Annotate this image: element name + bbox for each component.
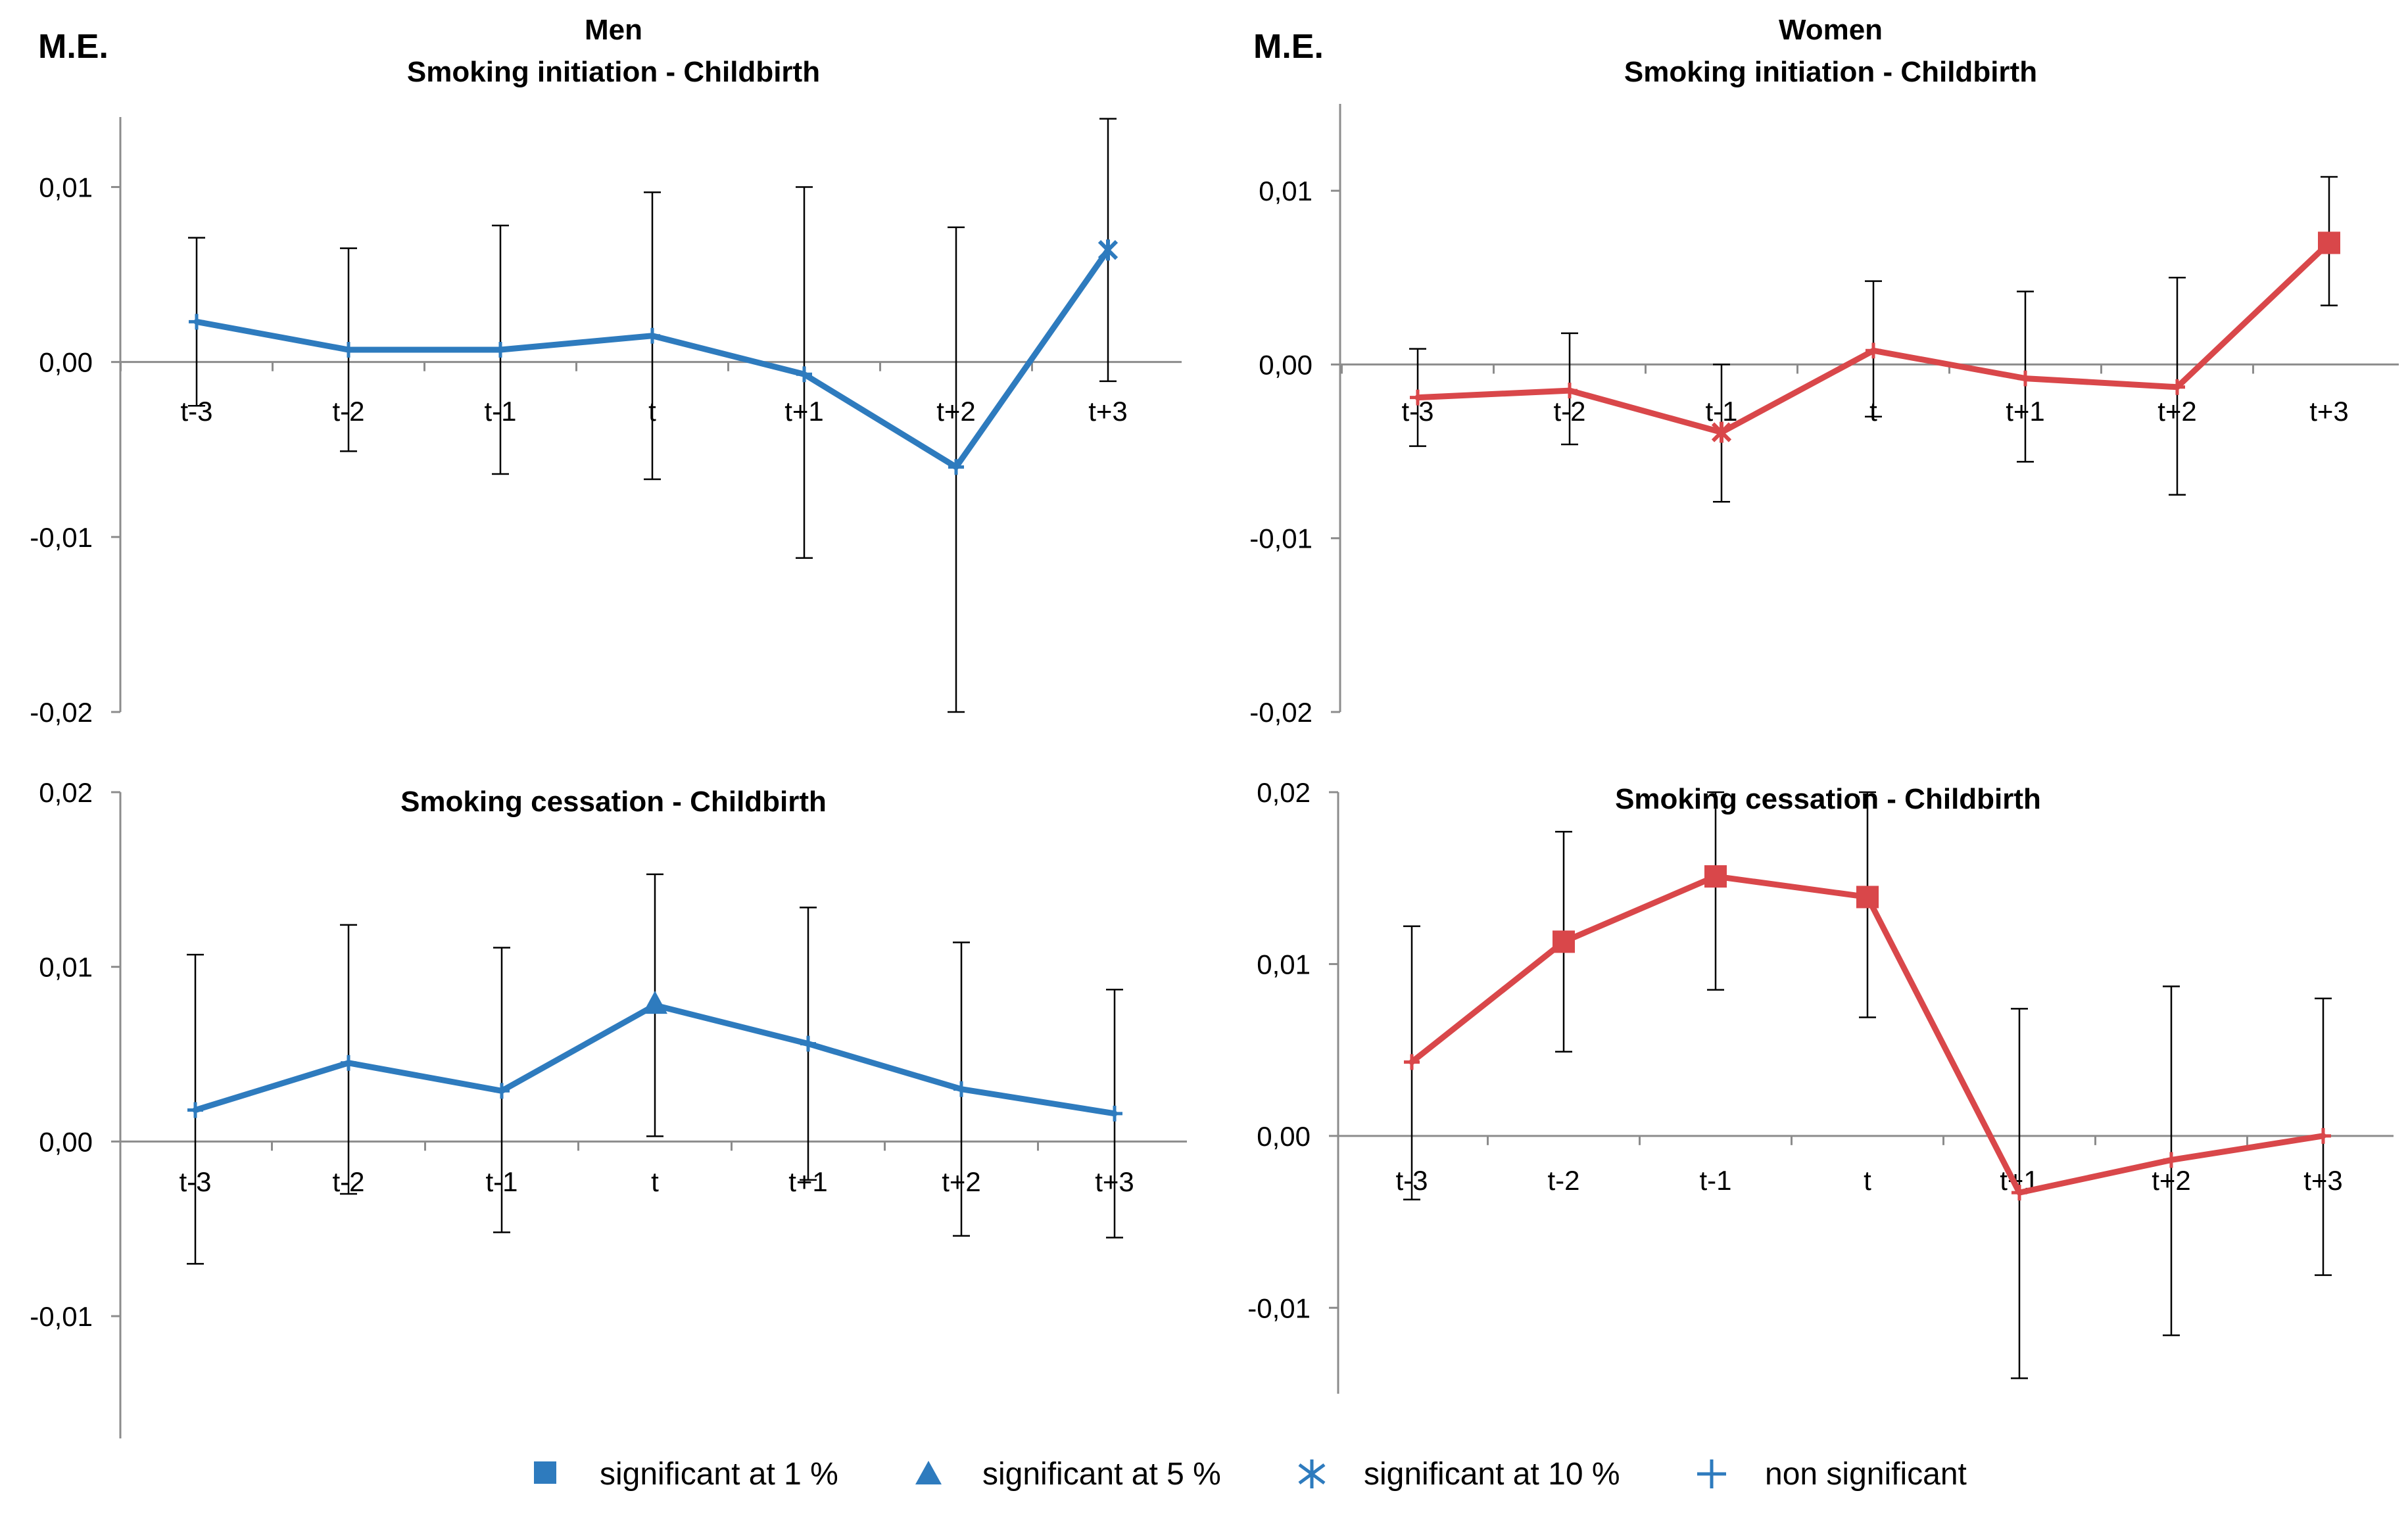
- data-point: [1107, 1105, 1122, 1122]
- chart-title-men-initiation: Smoking initiation - Childbirth: [407, 56, 820, 88]
- data-point: [642, 991, 667, 1014]
- data-point: [341, 342, 356, 358]
- y-tick-label: 0,02: [1257, 777, 1311, 808]
- y-tick-label: 0,00: [39, 347, 93, 378]
- data-point: [796, 366, 812, 383]
- x-tick-label: t+1: [2006, 396, 2045, 427]
- data-point: [1410, 389, 1426, 406]
- y-tick-label: -0,01: [30, 522, 93, 553]
- legend-asterisk-icon: [1298, 1459, 1326, 1488]
- panel-women-initiation: 0,010,00-0,01-0,02t-3 t-2 t-1 t t+1 t+2 t+3: [1249, 104, 2399, 728]
- data-point: [1553, 930, 1575, 953]
- data-point: [189, 314, 205, 330]
- data-point: [1704, 865, 1727, 888]
- legend-label-1pct: significant at 1 %: [600, 1457, 838, 1492]
- x-tick-label: t: [648, 396, 656, 427]
- x-tick-label: t: [1869, 396, 1877, 427]
- x-tick-label: t+3: [2309, 396, 2349, 427]
- x-tick-label: t-3: [1395, 1165, 1428, 1196]
- data-point: [1097, 239, 1119, 261]
- x-tick-label: t: [651, 1166, 659, 1197]
- y-tick-label: 0,01: [1259, 176, 1312, 206]
- x-tick-label: t+3: [1088, 396, 1128, 427]
- data-point: [2017, 370, 2033, 387]
- group-title-men: Men: [585, 14, 642, 46]
- x-tick-label: t+2: [936, 396, 976, 427]
- y-tick-label: 0,01: [39, 172, 93, 202]
- data-point: [2315, 1127, 2331, 1144]
- data-point: [2169, 379, 2185, 395]
- x-tick-label: t: [1864, 1165, 1871, 1196]
- x-tick-label: t-1: [1699, 1165, 1731, 1196]
- x-tick-label: t+2: [942, 1166, 981, 1197]
- panel-men-cessation: 0,02 0,01 0,00 -0,01 t-3 t-2 t-1 t t+1 t+2 t+3: [30, 777, 1187, 1438]
- y-tick-label: 0,01: [39, 952, 93, 983]
- x-tick-label: t-3: [180, 396, 212, 427]
- legend-label-5pct: significant at 5 %: [982, 1457, 1221, 1492]
- data-point: [1562, 383, 1577, 399]
- group-title-women: Women: [1779, 14, 1883, 46]
- legend-square-icon: [534, 1461, 556, 1484]
- x-tick-label: t-1: [1705, 396, 1737, 427]
- data-point: [953, 1081, 969, 1097]
- data-point: [187, 1102, 203, 1118]
- data-point: [644, 327, 660, 344]
- y-tick-label: 0,00: [39, 1126, 93, 1157]
- y-tick-label: 0,02: [39, 777, 93, 808]
- x-tick-label: t+2: [2152, 1165, 2191, 1196]
- data-point: [1404, 1054, 1420, 1070]
- x-tick-label: t+1: [788, 1166, 828, 1197]
- data-point: [948, 459, 964, 475]
- x-tick-label: t-1: [484, 396, 516, 427]
- y-tick-label: -0,01: [30, 1301, 93, 1332]
- legend-label-nonsig: non significant: [1765, 1457, 1967, 1492]
- x-tick-label: t+3: [2303, 1165, 2343, 1196]
- y-tick-label: -0,02: [30, 697, 93, 728]
- error-bar: [1707, 791, 1724, 991]
- data-point: [1711, 421, 1732, 443]
- data-point: [2163, 1152, 2179, 1168]
- x-tick-label: t-2: [1547, 1165, 1579, 1196]
- y-tick-label: 0,00: [1257, 1121, 1311, 1152]
- y-tick-label: 0,00: [1259, 349, 1312, 380]
- x-tick-label: t+3: [1095, 1166, 1134, 1197]
- panel-women-cessation: 0,020,010,00-0,01t-3 t-2 t-1 t t+1 t+2 t+3: [1247, 777, 2394, 1394]
- x-tick-label: t+1: [784, 396, 824, 427]
- data-point: [1856, 886, 1879, 909]
- legend: significant at 1 % significant at 5 % si…: [534, 1457, 1967, 1492]
- data-point: [494, 1083, 510, 1099]
- x-tick-label: t-2: [332, 396, 364, 427]
- y-tick-label: -0,01: [1249, 523, 1312, 554]
- data-point: [493, 342, 508, 358]
- x-tick-label: t-1: [485, 1166, 518, 1197]
- panel-men-initiation: 0,01 0,00 -0,01 -0,02 t-3 t-2 t-1 t t+1 t+2 t+3: [30, 117, 1182, 728]
- chart-title-women-initiation: Smoking initiation - Childbirth: [1624, 56, 2037, 88]
- data-point: [2011, 1185, 2027, 1201]
- data-point: [341, 1054, 356, 1071]
- y-tick-label: 0,01: [1257, 949, 1311, 980]
- x-tick-label: t-2: [1553, 396, 1585, 427]
- chart-title-women-cessation: Smoking cessation - Childbirth: [1615, 783, 2041, 815]
- me-label-left: M.E.: [38, 28, 108, 66]
- chart-title-men-cessation: Smoking cessation - Childbirth: [400, 786, 827, 818]
- y-tick-label: -0,02: [1249, 697, 1312, 728]
- data-point: [1866, 343, 1881, 359]
- y-tick-label: -0,01: [1247, 1292, 1311, 1323]
- x-tick-label: t+2: [2157, 396, 2197, 427]
- x-tick-label: t-2: [332, 1166, 364, 1197]
- legend-triangle-icon: [915, 1461, 942, 1484]
- data-point: [2318, 231, 2340, 254]
- legend-plus-icon: [1697, 1459, 1726, 1488]
- x-tick-label: t-3: [179, 1166, 211, 1197]
- legend-label-10pct: significant at 10 %: [1364, 1457, 1620, 1492]
- me-label-right: M.E.: [1253, 28, 1324, 66]
- data-point: [800, 1035, 816, 1052]
